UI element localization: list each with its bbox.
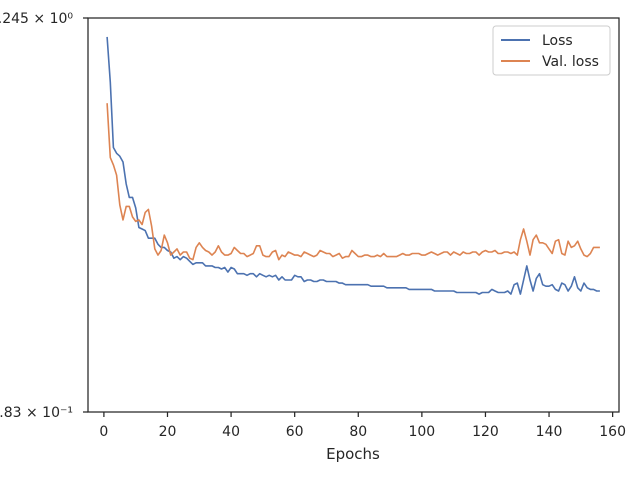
y-tick-label: 9.83 × 10⁻¹ [0, 405, 73, 421]
x-tick-label: 100 [408, 424, 435, 440]
legend-box [492, 25, 611, 76]
x-tick-label: 0 [99, 424, 108, 440]
series-line-loss [106, 36, 600, 295]
x-tick-label: 60 [286, 424, 304, 440]
x-tick-label: 120 [472, 424, 499, 440]
series-layer [106, 36, 600, 295]
x-tick-label: 160 [599, 424, 626, 440]
x-axis-ticks: 0 20 40 60 80 100 120 140 160 [99, 412, 626, 440]
y-axis-ticks: 9.83 × 10⁻¹ 1.245 × 10⁰ [0, 11, 88, 421]
y-tick-label: 1.245 × 10⁰ [0, 11, 73, 27]
x-axis-label: Epochs [326, 445, 380, 463]
x-tick-label: 140 [536, 424, 563, 440]
legend: Loss Val. loss [492, 25, 611, 76]
x-tick-label: 40 [222, 424, 240, 440]
plot-frame [87, 17, 620, 413]
legend-label-val-loss: Val. loss [542, 54, 599, 70]
legend-label-loss: Loss [542, 33, 573, 49]
series-line-val-loss [106, 103, 600, 261]
x-tick-label: 80 [349, 424, 367, 440]
x-tick-label: 20 [159, 424, 177, 440]
